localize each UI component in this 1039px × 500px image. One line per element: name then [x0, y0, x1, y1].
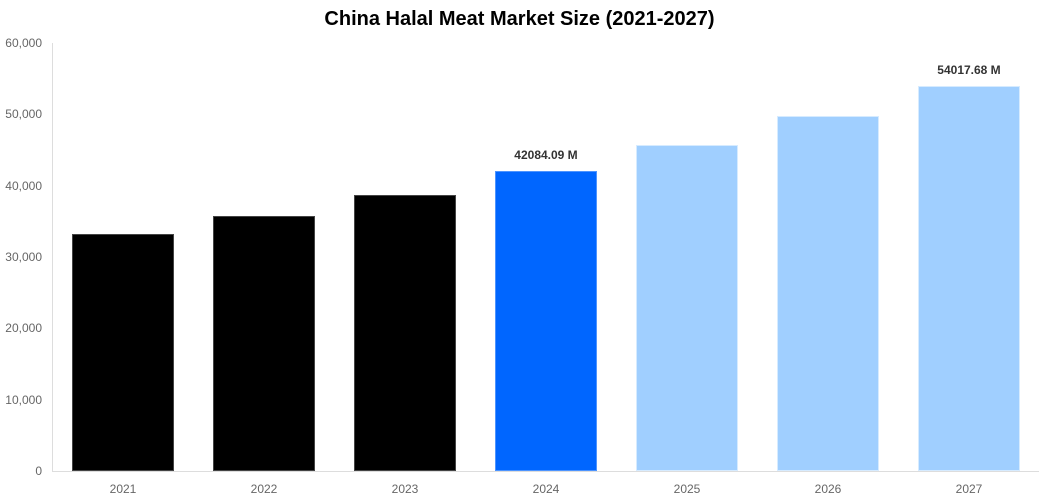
y-tick-30000: 30,000 — [5, 250, 42, 264]
x-label-2025: 2025 — [673, 482, 701, 496]
bar-2021[interactable] — [72, 234, 174, 471]
bar-2022[interactable] — [213, 216, 315, 471]
x-label-2021: 2021 — [109, 482, 137, 496]
x-label-2027: 2027 — [955, 482, 983, 496]
x-label-2024: 2024 — [532, 482, 560, 496]
chart-title: China Halal Meat Market Size (2021-2027) — [324, 8, 715, 30]
y-tick-10000: 10,000 — [5, 393, 42, 407]
bar-2027[interactable] — [918, 86, 1020, 471]
y-tick-0: 0 — [35, 464, 42, 478]
data-label-2027: 54017.68 M — [937, 63, 1001, 77]
bar-2026[interactable] — [777, 116, 879, 471]
y-tick-60000: 60,000 — [5, 36, 42, 50]
data-label-2024: 42084.09 M — [514, 148, 578, 162]
bar-2024[interactable] — [495, 171, 597, 471]
bar-2025[interactable] — [636, 145, 738, 471]
x-axis-line — [52, 471, 1039, 472]
x-label-2023: 2023 — [391, 482, 419, 496]
x-label-2026: 2026 — [814, 482, 842, 496]
bar-2023[interactable] — [354, 195, 456, 471]
y-axis-line — [52, 43, 53, 471]
y-tick-20000: 20,000 — [5, 321, 42, 335]
y-tick-40000: 40,000 — [5, 179, 42, 193]
x-label-2022: 2022 — [250, 482, 278, 496]
y-tick-50000: 50,000 — [5, 107, 42, 121]
